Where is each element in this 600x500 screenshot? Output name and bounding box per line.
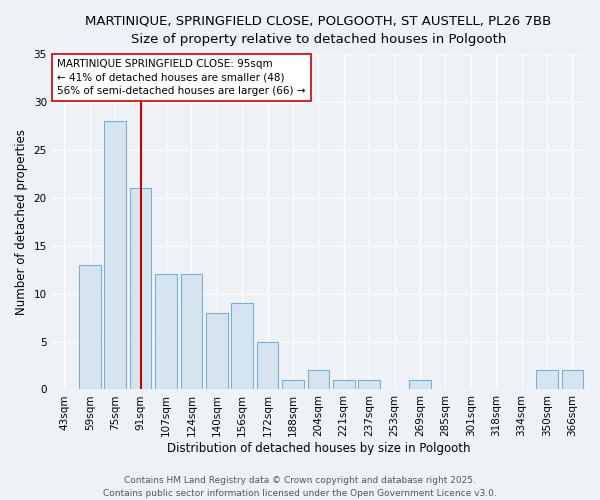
Bar: [206, 313, 227, 390]
Bar: [155, 274, 177, 390]
Bar: [358, 380, 380, 390]
Bar: [536, 370, 557, 390]
Bar: [308, 370, 329, 390]
Bar: [130, 188, 151, 390]
Bar: [562, 370, 583, 390]
Text: Contains HM Land Registry data © Crown copyright and database right 2025.
Contai: Contains HM Land Registry data © Crown c…: [103, 476, 497, 498]
Title: MARTINIQUE, SPRINGFIELD CLOSE, POLGOOTH, ST AUSTELL, PL26 7BB
Size of property r: MARTINIQUE, SPRINGFIELD CLOSE, POLGOOTH,…: [85, 15, 551, 46]
Text: MARTINIQUE SPRINGFIELD CLOSE: 95sqm
← 41% of detached houses are smaller (48)
56: MARTINIQUE SPRINGFIELD CLOSE: 95sqm ← 41…: [57, 59, 305, 96]
Bar: [257, 342, 278, 390]
Bar: [409, 380, 431, 390]
Bar: [104, 121, 126, 390]
Y-axis label: Number of detached properties: Number of detached properties: [15, 129, 28, 315]
Bar: [181, 274, 202, 390]
Bar: [282, 380, 304, 390]
Bar: [232, 303, 253, 390]
Bar: [79, 265, 101, 390]
X-axis label: Distribution of detached houses by size in Polgooth: Distribution of detached houses by size …: [167, 442, 470, 455]
Bar: [333, 380, 355, 390]
